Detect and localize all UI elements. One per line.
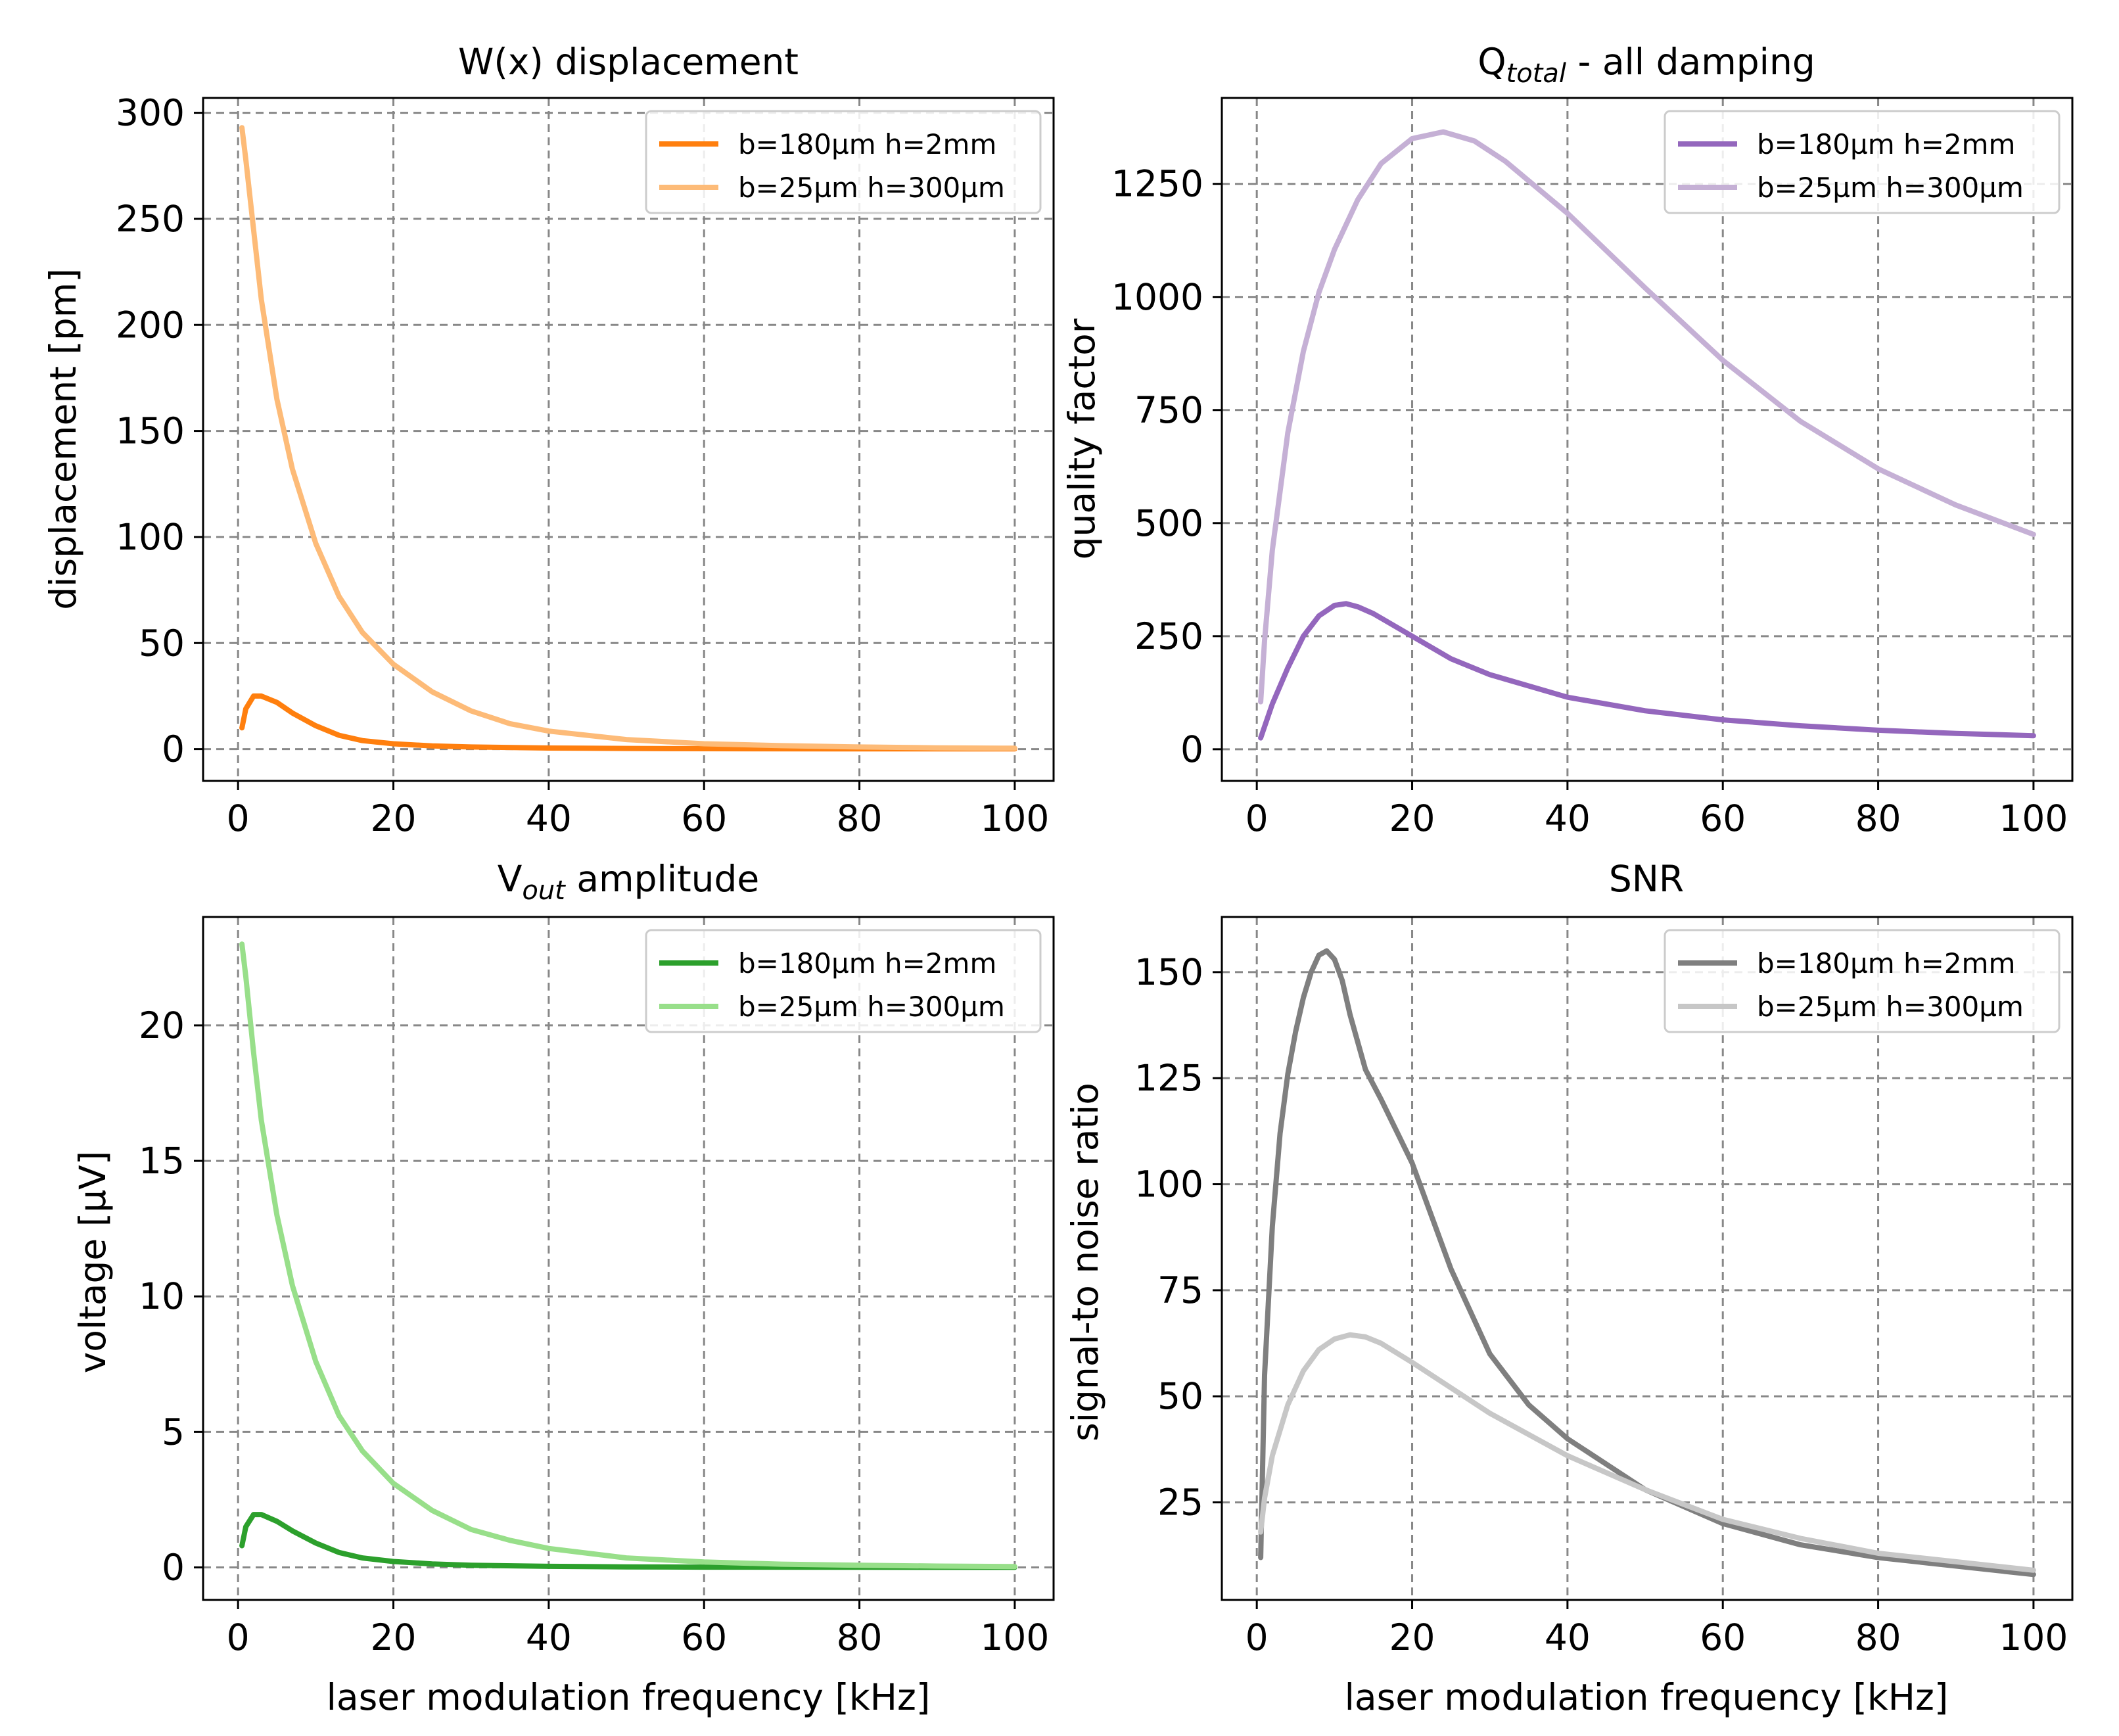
y-tick-label: 500 — [1134, 502, 1203, 544]
x-tick-label: 0 — [1246, 797, 1269, 839]
legend-box — [645, 929, 1042, 1033]
panel-displacement: W(x) displacement displacement [pm] 0 20 4… — [42, 41, 1055, 839]
legend-label: b=25µm h=300µm — [1757, 172, 2024, 204]
x-axis-label: laser modulation frequency [kHz] — [327, 1676, 931, 1718]
x-tick-label: 60 — [681, 1616, 727, 1658]
panel-title: Qtotal - all damping — [1478, 41, 1815, 89]
series-line-1 — [239, 125, 1017, 751]
y-tick-label: 0 — [162, 728, 185, 770]
y-tick-label: 15 — [139, 1140, 185, 1182]
legend-box — [645, 110, 1042, 214]
plot-frame — [202, 916, 1055, 1601]
legend: b=180µm h=2mm b=25µm h=300µm — [1664, 929, 2061, 1033]
x-tick-label: 20 — [371, 1616, 417, 1658]
x-tick-label: 100 — [980, 1616, 1049, 1658]
legend-box — [1664, 110, 2061, 214]
panel-snr: SNR signal-to noise ratio laser modulati… — [1064, 858, 2074, 1718]
y-tick-label: 1250 — [1111, 163, 1203, 205]
series-line-1 — [1258, 1332, 2036, 1573]
x-tick-label: 20 — [1389, 1616, 1435, 1658]
legend-label: b=180µm h=2mm — [1757, 128, 2015, 160]
y-tick-label: 250 — [116, 198, 185, 240]
x-tick-label: 80 — [1855, 1616, 1901, 1658]
legend-label: b=180µm h=2mm — [738, 128, 996, 160]
legend-label: b=180µm h=2mm — [738, 947, 996, 979]
y-tick-label: 50 — [1157, 1375, 1203, 1417]
y-tick-label: 5 — [162, 1411, 185, 1453]
y-tick-label: 200 — [116, 304, 185, 346]
plot-frame — [202, 97, 1055, 782]
x-tick-label: 80 — [837, 797, 883, 839]
x-tick-label: 40 — [526, 797, 572, 839]
y-tick-label: 125 — [1134, 1057, 1203, 1099]
panel-voltage: Vout amplitude voltage [µV] laser modula… — [72, 858, 1055, 1718]
legend-label: b=180µm h=2mm — [1757, 947, 2015, 979]
y-tick-label: 75 — [1157, 1269, 1203, 1311]
x-tick-label: 100 — [1999, 797, 2068, 839]
panel-quality-factor: Qtotal - all damping quality factor 0 20 4… — [1061, 41, 2074, 839]
series-line-0 — [239, 1512, 1017, 1570]
series-line-1 — [1258, 129, 2036, 705]
y-tick-label: 50 — [139, 622, 185, 664]
x-tick-label: 80 — [837, 1616, 883, 1658]
legend: b=180µm h=2mm b=25µm h=300µm — [645, 929, 1042, 1033]
y-tick-label: 250 — [1134, 615, 1203, 657]
legend-label: b=25µm h=300µm — [1757, 991, 2024, 1023]
panel-title: Vout amplitude — [498, 858, 760, 906]
y-tick-label: 150 — [1134, 951, 1203, 993]
y-axis-label: voltage [µV] — [72, 1151, 114, 1374]
series-line-0 — [1258, 601, 2036, 741]
x-tick-label: 40 — [1545, 797, 1591, 839]
series-line-0 — [239, 693, 1017, 752]
y-tick-label: 20 — [139, 1004, 185, 1046]
panel-title: SNR — [1609, 858, 1684, 900]
legend-box — [1664, 929, 2061, 1033]
x-tick-label: 60 — [681, 797, 727, 839]
series-line-0 — [1258, 948, 2036, 1578]
legend-label: b=25µm h=300µm — [738, 991, 1005, 1023]
plot-frame — [1221, 97, 2074, 782]
x-tick-label: 0 — [1246, 1616, 1269, 1658]
x-tick-label: 100 — [1999, 1616, 2068, 1658]
x-tick-label: 40 — [1545, 1616, 1591, 1658]
x-tick-label: 60 — [1700, 797, 1746, 839]
x-tick-label: 80 — [1855, 797, 1901, 839]
y-tick-label: 10 — [139, 1275, 185, 1317]
panel-title: W(x) displacement — [458, 41, 799, 83]
y-tick-label: 750 — [1134, 389, 1203, 431]
series-line-1 — [239, 941, 1017, 1570]
y-tick-label: 1000 — [1111, 276, 1203, 318]
plot-frame — [1221, 916, 2074, 1601]
y-axis-label: displacement [pm] — [42, 268, 84, 610]
y-tick-label: 0 — [1180, 728, 1203, 770]
x-tick-label: 20 — [371, 797, 417, 839]
x-tick-label: 20 — [1389, 797, 1435, 839]
x-axis-label: laser modulation frequency [kHz] — [1345, 1676, 1949, 1718]
x-tick-label: 0 — [227, 797, 250, 839]
legend: b=180µm h=2mm b=25µm h=300µm — [1664, 110, 2061, 214]
y-axis-label: signal-to noise ratio — [1064, 1083, 1106, 1442]
legend: b=180µm h=2mm b=25µm h=300µm — [645, 110, 1042, 214]
x-tick-label: 60 — [1700, 1616, 1746, 1658]
legend-label: b=25µm h=300µm — [738, 172, 1005, 204]
x-tick-label: 0 — [227, 1616, 250, 1658]
y-tick-label: 100 — [116, 516, 185, 558]
x-tick-label: 100 — [980, 797, 1049, 839]
y-tick-label: 25 — [1157, 1482, 1203, 1524]
y-tick-label: 100 — [1134, 1163, 1203, 1206]
y-tick-label: 0 — [162, 1547, 185, 1589]
y-tick-label: 300 — [116, 92, 185, 134]
y-tick-label: 150 — [116, 410, 185, 452]
y-axis-label: quality factor — [1061, 318, 1103, 559]
x-tick-label: 40 — [526, 1616, 572, 1658]
